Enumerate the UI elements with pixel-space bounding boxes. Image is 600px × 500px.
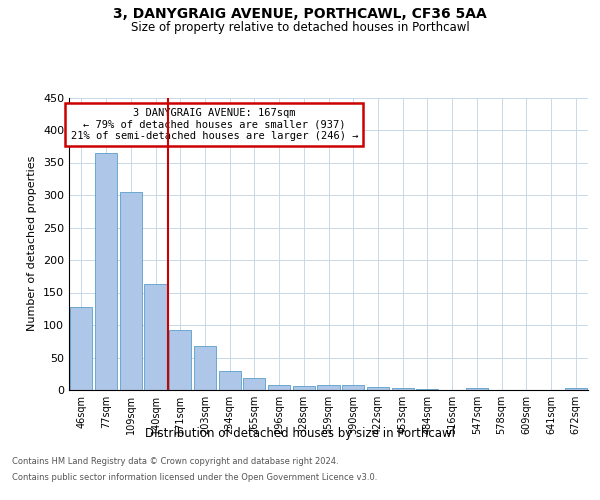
Bar (218, 370, 241, 390)
Bar (293, 386, 315, 390)
Text: Size of property relative to detached houses in Porthcawl: Size of property relative to detached ho… (131, 21, 469, 34)
Text: 3, DANYGRAIG AVENUE, PORTHCAWL, CF36 5AA: 3, DANYGRAIG AVENUE, PORTHCAWL, CF36 5AA (113, 8, 487, 22)
Bar (119, 192, 142, 390)
Y-axis label: Number of detached properties: Number of detached properties (28, 156, 37, 332)
Bar (317, 386, 340, 390)
Bar (392, 388, 414, 390)
Bar (243, 378, 265, 390)
Bar (342, 386, 364, 390)
Text: 3 DANYGRAIG AVENUE: 167sqm
← 79% of detached houses are smaller (937)
21% of sem: 3 DANYGRAIG AVENUE: 167sqm ← 79% of deta… (71, 108, 358, 141)
Text: Contains public sector information licensed under the Open Government Licence v3: Contains public sector information licen… (12, 472, 377, 482)
Bar (268, 385, 290, 390)
Text: Contains HM Land Registry data © Crown copyright and database right 2024.: Contains HM Land Registry data © Crown c… (12, 458, 338, 466)
Bar (145, 284, 167, 390)
Bar (70, 307, 92, 390)
Bar (95, 153, 117, 390)
Bar (565, 388, 587, 390)
Bar (169, 330, 191, 390)
Bar (466, 388, 488, 390)
Bar (367, 388, 389, 390)
Bar (194, 346, 216, 390)
Text: Distribution of detached houses by size in Porthcawl: Distribution of detached houses by size … (145, 428, 455, 440)
